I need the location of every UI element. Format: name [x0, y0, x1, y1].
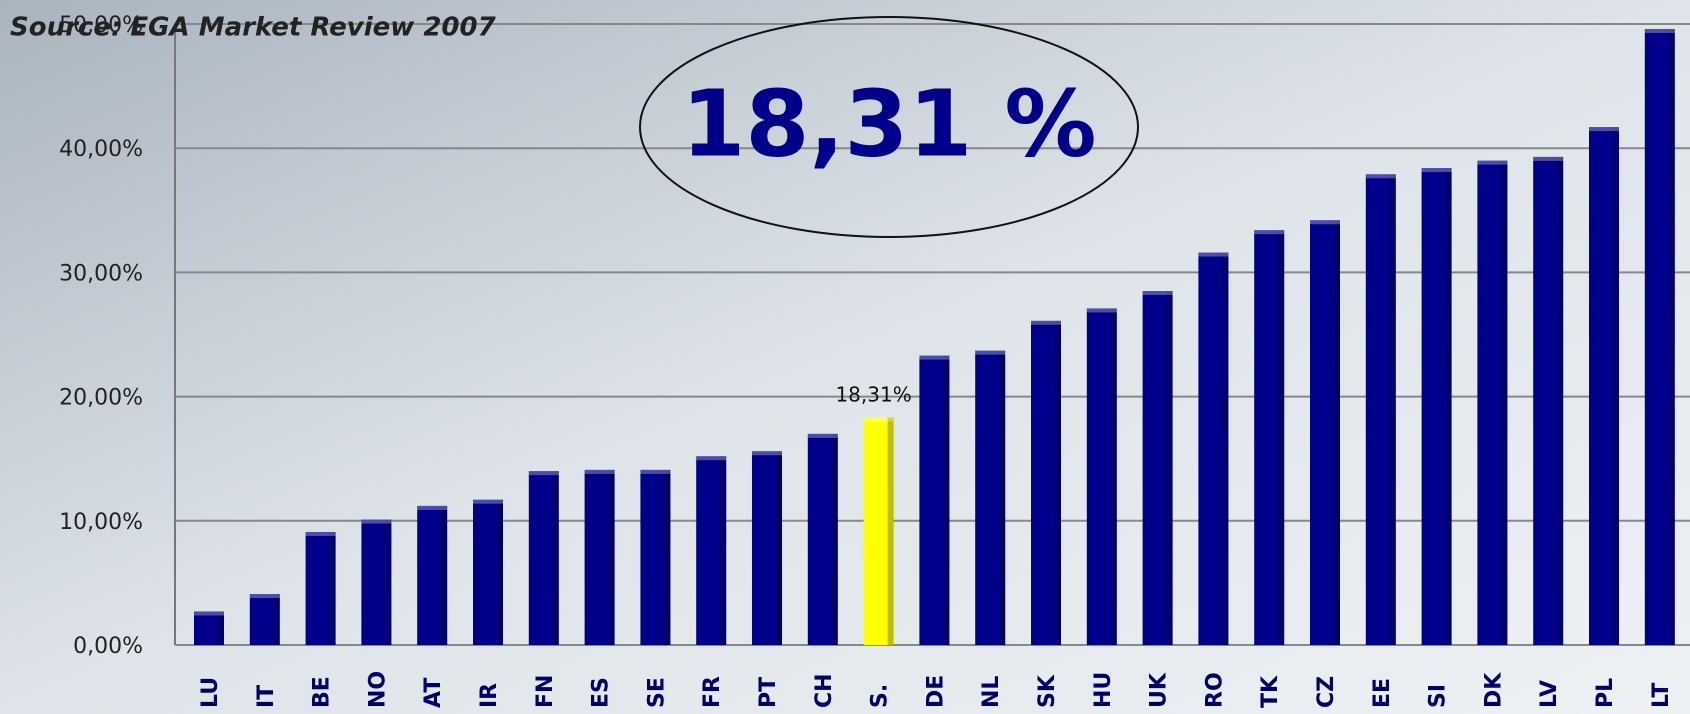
- bar-top: [1645, 29, 1675, 33]
- bar-top: [975, 351, 1005, 355]
- y-tick-label: 20,00%: [59, 386, 143, 411]
- x-tick-label: LT: [1649, 683, 1674, 708]
- x-tick-label: LV: [1537, 680, 1562, 708]
- x-tick-label: ES: [589, 677, 614, 708]
- x-tick-label: IT: [254, 685, 279, 708]
- bar-side: [1167, 291, 1173, 645]
- bar-side: [1111, 308, 1117, 645]
- bar-top: [585, 470, 615, 474]
- x-tick-label: FR: [700, 676, 725, 708]
- x-tick-label: DE: [923, 675, 948, 708]
- x-tick-label: SK: [1035, 674, 1060, 708]
- bar-side: [888, 418, 894, 645]
- annotation: 18,31 %: [681, 70, 1096, 177]
- bar-side: [385, 520, 391, 645]
- x-tick-label: CH: [812, 673, 837, 708]
- x-tick-label: TK: [1258, 675, 1283, 708]
- bar-top: [1031, 321, 1061, 325]
- bar-top: [194, 611, 224, 615]
- x-tick-label: CZ: [1314, 676, 1339, 708]
- bar-top: [1310, 220, 1340, 224]
- x-tick-label: S.: [868, 684, 893, 708]
- bar-side: [441, 506, 447, 645]
- y-tick-label: 40,00%: [59, 137, 143, 162]
- value-label: 18,31%: [835, 383, 911, 407]
- bar-top: [1366, 174, 1396, 178]
- bar-top: [752, 451, 782, 455]
- bar-side: [1222, 253, 1228, 645]
- bar-top: [473, 500, 503, 504]
- bar-top: [864, 418, 894, 422]
- bar-side: [274, 594, 280, 645]
- x-tick-label: NO: [365, 671, 390, 708]
- x-tick-label: IR: [477, 683, 502, 708]
- bar-top: [1422, 168, 1452, 172]
- x-tick-label: BE: [310, 676, 335, 708]
- bar-side: [1557, 157, 1563, 645]
- bar-top: [1198, 253, 1228, 257]
- bar-side: [609, 470, 615, 645]
- bar-top: [696, 456, 726, 460]
- bar-top: [250, 594, 280, 598]
- bar-side: [1669, 29, 1675, 645]
- bar-top: [808, 434, 838, 438]
- bar-top: [1254, 230, 1284, 234]
- bar-side: [943, 356, 949, 645]
- x-tick-label: PL: [1593, 678, 1618, 708]
- bar-side: [1446, 168, 1452, 645]
- bar-side: [1334, 220, 1340, 645]
- bar-side: [1613, 127, 1619, 645]
- x-tick-label: SI: [1426, 684, 1451, 708]
- bar-side: [720, 456, 726, 645]
- bar-top: [1087, 308, 1117, 312]
- bar-side: [330, 532, 336, 645]
- x-tick-label: FN: [533, 675, 558, 708]
- bar-side: [832, 434, 838, 645]
- y-tick-label: 10,00%: [59, 510, 143, 535]
- y-tick-label: 30,00%: [59, 261, 143, 286]
- x-tick-label: SE: [644, 677, 669, 708]
- bar-side: [218, 611, 224, 645]
- bar-top: [919, 356, 949, 360]
- bar-top: [529, 471, 559, 475]
- x-tick-label: EE: [1370, 678, 1395, 708]
- bar-top: [361, 520, 391, 524]
- bar-top: [1477, 161, 1507, 165]
- bar-side: [497, 500, 503, 645]
- bar-top: [1533, 157, 1563, 161]
- x-tick-label: DK: [1481, 672, 1506, 708]
- bar-side: [553, 471, 559, 645]
- bar-side: [1501, 161, 1507, 645]
- bar-top: [306, 532, 336, 536]
- x-tick-label: LU: [198, 677, 223, 708]
- x-tick-label: UK: [1147, 672, 1172, 708]
- bar-side: [664, 470, 670, 645]
- x-tick-label: AT: [421, 678, 446, 708]
- x-tick-label: RO: [1202, 672, 1227, 708]
- source-title: Source: EGA Market Review 2007: [10, 13, 497, 43]
- bar-top: [417, 506, 447, 510]
- bar-side: [999, 351, 1005, 645]
- bar-side: [1390, 174, 1396, 645]
- bar-side: [1278, 230, 1284, 645]
- y-tick-label: 0,00%: [73, 634, 143, 659]
- bar-top: [1143, 291, 1173, 295]
- x-tick-label: NL: [979, 676, 1004, 708]
- bar-top: [1589, 127, 1619, 131]
- bar-side: [776, 451, 782, 645]
- x-tick-label: PT: [756, 677, 781, 708]
- bar-top: [640, 470, 670, 474]
- bar-side: [1055, 321, 1061, 645]
- x-tick-label: HU: [1091, 672, 1116, 708]
- chart: 0,00%10,00%20,00%30,00%40,00%50,00%LUITB…: [0, 0, 1690, 714]
